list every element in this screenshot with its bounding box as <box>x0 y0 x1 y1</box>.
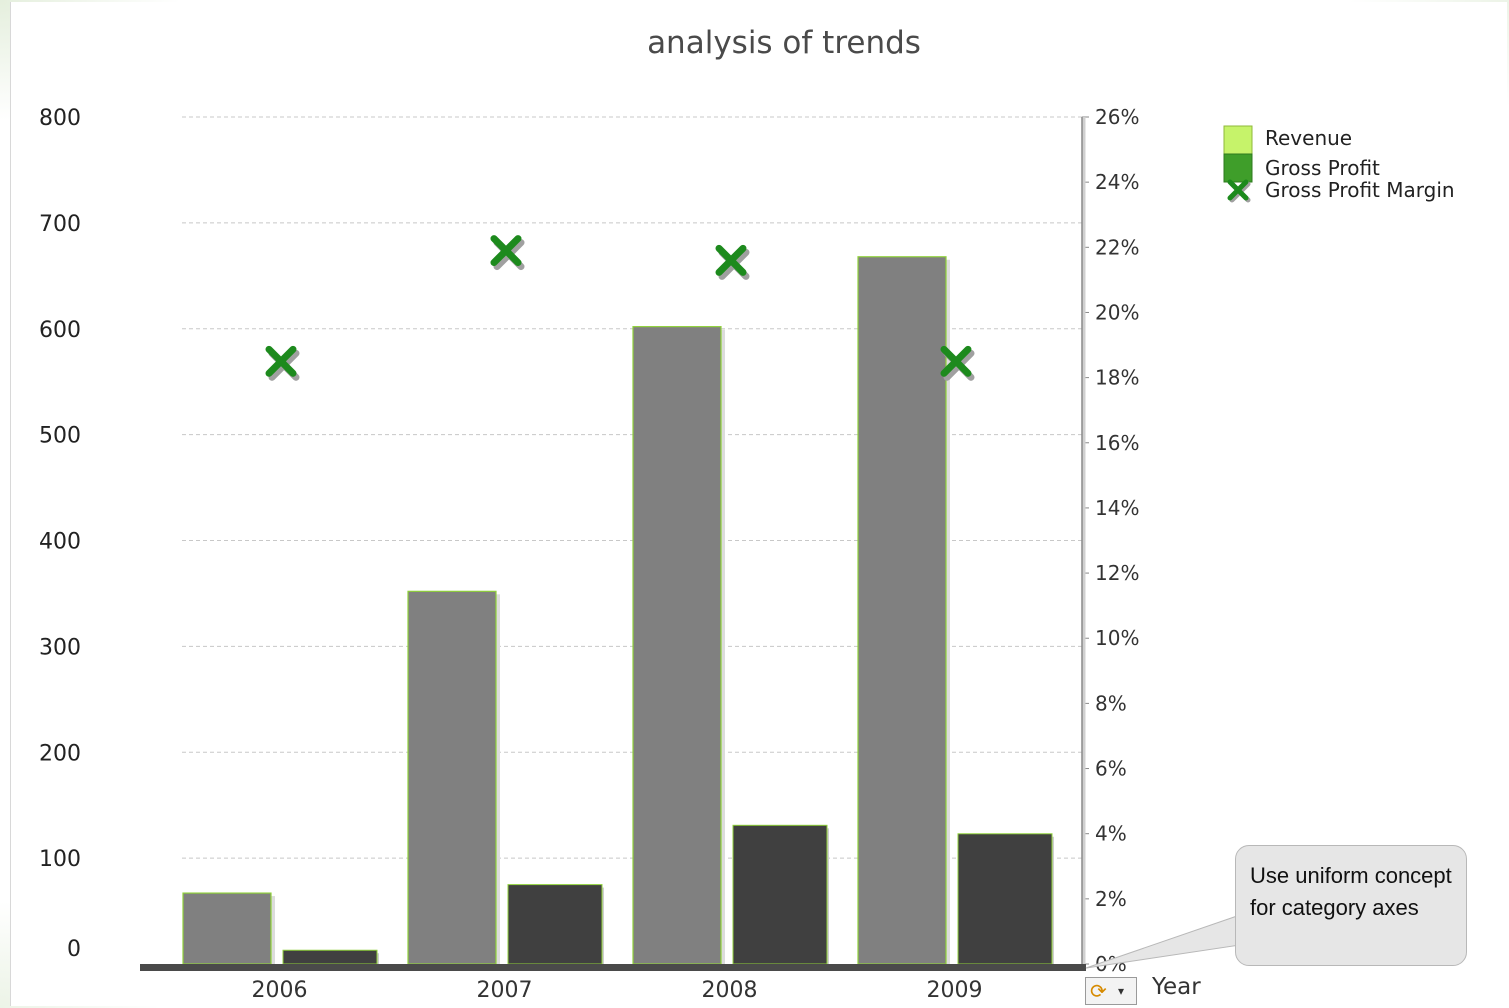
margin-marker <box>719 248 746 276</box>
legend-label: Gross Profit Margin <box>1265 178 1455 202</box>
axis-dropdown-button[interactable]: ⟳ ▾ <box>1085 977 1137 1005</box>
right-axis-tick-label: 14% <box>1095 496 1139 520</box>
revenue-bar <box>408 591 496 964</box>
left-axis-tick-label: 600 <box>39 318 81 343</box>
left-axis-tick-label: 700 <box>39 212 81 237</box>
margin-legend-marker <box>1230 182 1248 200</box>
right-axis-tick-label: 12% <box>1095 561 1139 585</box>
right-axis-tick-label: 6% <box>1095 757 1127 781</box>
right-axis-tick-label: 26% <box>1095 105 1139 129</box>
left-axis-tick-label: 0 <box>67 937 81 962</box>
left-axis-tick-label: 100 <box>39 847 81 872</box>
category-axis-line <box>140 964 1086 971</box>
gross-profit-bar <box>283 950 377 964</box>
right-axis-tick-label: 16% <box>1095 431 1139 455</box>
chevron-down-icon: ▾ <box>1118 980 1124 1002</box>
gross-profit-bar <box>508 885 602 964</box>
left-axis-tick-label: 500 <box>39 424 81 449</box>
right-axis-tick-label: 20% <box>1095 300 1139 324</box>
right-axis-tick-label: 8% <box>1095 691 1127 715</box>
gross-profit-legend-swatch <box>1224 154 1252 182</box>
revenue-bar <box>183 893 271 964</box>
right-axis-tick-label: 18% <box>1095 366 1139 390</box>
right-axis-tick-label: 4% <box>1095 822 1127 846</box>
left-axis-tick-label: 200 <box>39 741 81 766</box>
callout-pointer-tail <box>1086 915 1240 968</box>
left-axis-tick-label: 400 <box>39 530 81 555</box>
legend-label: Revenue <box>1265 126 1352 150</box>
x-axis-tick-label: 2007 <box>477 978 533 1003</box>
right-axis-tick-label: 10% <box>1095 626 1139 650</box>
x-axis-tick-label: 2008 <box>702 978 758 1003</box>
gross-profit-bar <box>733 825 827 964</box>
right-axis-tick-label: 24% <box>1095 170 1139 194</box>
legend-label: Gross Profit <box>1265 156 1380 180</box>
right-axis-tick-label: 2% <box>1095 887 1127 911</box>
chart-title: analysis of trends <box>647 25 921 61</box>
left-axis-tick-label: 300 <box>39 635 81 660</box>
margin-marker <box>269 349 296 377</box>
right-axis-tick-label: 22% <box>1095 235 1139 259</box>
refresh-icon: ⟳ <box>1090 980 1112 1002</box>
margin-marker <box>494 239 521 267</box>
x-axis-tick-label: 2006 <box>252 978 308 1003</box>
left-axis-tick-label: 800 <box>39 106 81 131</box>
callout-note: Use uniform concept for category axes <box>1235 845 1467 966</box>
revenue-legend-swatch <box>1224 126 1252 154</box>
x-axis-tick-label: 2009 <box>927 978 983 1003</box>
x-axis-label: Year <box>1152 974 1201 1000</box>
revenue-bar <box>858 257 946 964</box>
gross-profit-bar <box>958 834 1052 964</box>
revenue-bar <box>633 327 721 964</box>
